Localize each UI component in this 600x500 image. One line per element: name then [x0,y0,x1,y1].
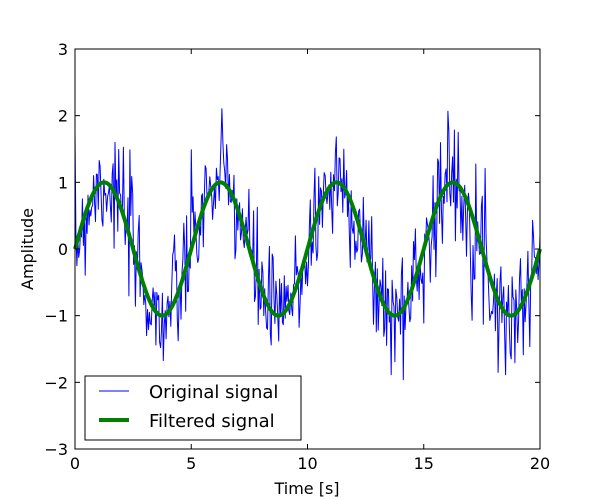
original-signal-line [74,108,541,381]
y-tick-label: 3 [58,40,68,59]
legend: Original signal Filtered signal [84,375,302,441]
y-tick-label: −2 [44,373,68,392]
x-tick-label: 15 [414,454,434,473]
plot-area [73,108,542,381]
y-axis-label: Amplitude [18,208,37,290]
y-tick-label: 1 [58,173,68,192]
y-tick-label: 2 [58,107,68,126]
legend-box [84,375,302,441]
x-tick-label: 0 [70,454,80,473]
y-tick-label: 0 [58,240,68,259]
y-tick-label: −1 [44,307,68,326]
ticks: 0 5 10 15 20 −3 −2 −1 0 1 2 3 [44,40,550,473]
filtered-signal-line [73,180,542,318]
y-tick-label: −3 [44,440,68,459]
x-tick-label: 20 [530,454,550,473]
x-axis-label: Time [s] [273,479,339,498]
x-tick-label: 5 [186,454,196,473]
x-tick-label: 10 [297,454,317,473]
legend-label-original: Original signal [149,382,278,403]
legend-label-filtered: Filtered signal [149,411,275,432]
